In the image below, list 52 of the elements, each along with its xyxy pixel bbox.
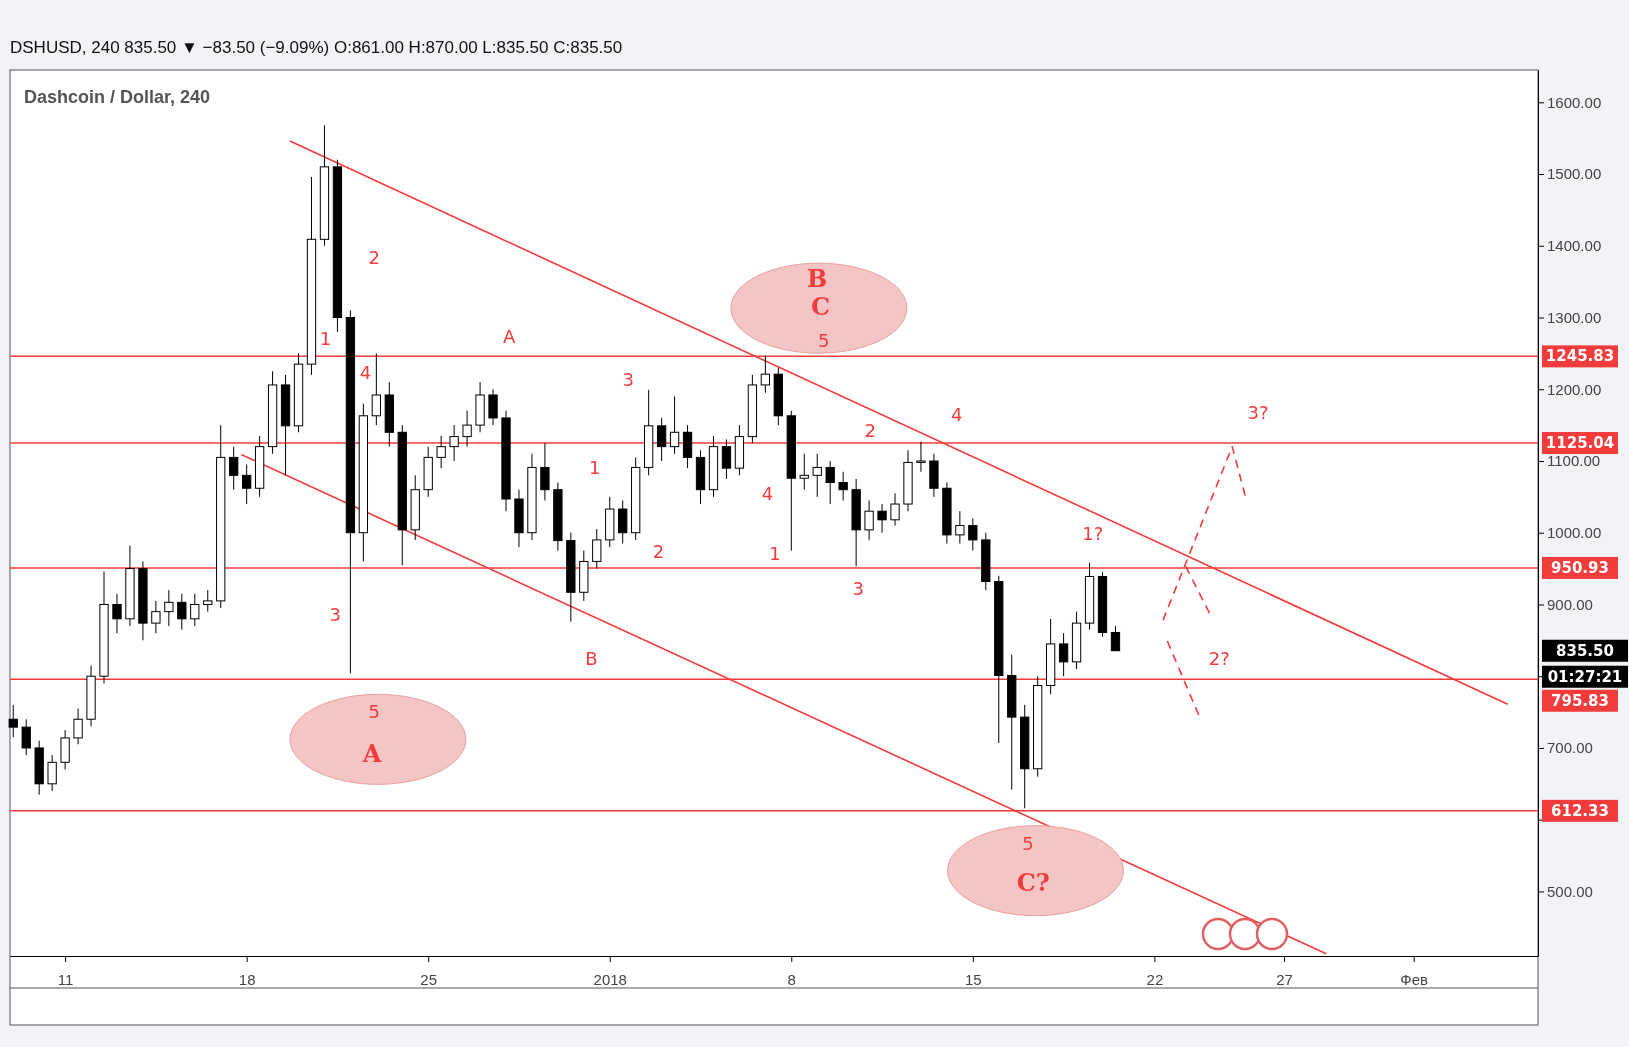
y-tick-label: 1200.00 <box>1547 380 1602 398</box>
annotation: 4 <box>950 403 963 425</box>
y-tick-label: 900.00 <box>1547 595 1593 613</box>
ref-line-label: 1245.83 <box>1545 347 1615 366</box>
ref-line-label: 950.93 <box>1551 558 1609 577</box>
annotation: 1 <box>588 456 601 478</box>
annotation: 4 <box>359 362 372 384</box>
annotation: 2 <box>652 540 665 562</box>
annotation: A <box>503 326 517 348</box>
y-tick-label: 1100.00 <box>1547 452 1601 470</box>
x-tick-label: 8 <box>787 970 796 988</box>
annotation: 3 <box>329 603 341 625</box>
annotation: 2 <box>368 247 380 269</box>
x-tick-label: 15 <box>964 970 982 988</box>
y-tick-label: 700.00 <box>1547 739 1593 757</box>
annotation: 1 <box>319 327 332 349</box>
y-tick-label: 1600.00 <box>1547 93 1602 111</box>
annotation: B <box>807 264 828 294</box>
x-tick-label: 25 <box>420 970 438 988</box>
annotation: 5 <box>368 700 380 722</box>
annotation: 1? <box>1082 522 1104 544</box>
y-tick-label: 1000.00 <box>1547 524 1602 542</box>
text: 01:27:21 <box>1547 667 1623 686</box>
x-tick-label: 2018 <box>593 970 627 988</box>
y-tick-label: 1400.00 <box>1547 237 1602 255</box>
annotation: 2? <box>1208 648 1230 670</box>
x-tick-label: 18 <box>238 970 256 988</box>
y-tick-label: 1300.00 <box>1547 308 1602 326</box>
annotation: 5 <box>817 329 830 351</box>
annotation: 4 <box>761 482 774 504</box>
annotation: 5 <box>1022 832 1034 854</box>
annotation: 1 <box>769 542 781 564</box>
x-tick-label: 22 <box>1146 970 1164 988</box>
annotation: 2 <box>864 419 876 441</box>
text: Dashcoin / Dollar, 240 <box>24 87 211 107</box>
x-tick-label: 11 <box>57 970 74 988</box>
chart-subtitle: DSHUSD, 240 835.50 ▼ −83.50 (−9.09%) O:861.00 H:870.00 L:835.50 C:835.50 <box>10 38 623 57</box>
annotation: C? <box>1016 868 1050 898</box>
ref-line-label: 612.33 <box>1551 801 1609 820</box>
annotation: B <box>585 647 598 669</box>
annotation: 3? <box>1247 401 1269 423</box>
annotation: C <box>810 292 831 322</box>
x-tick-label: Фев <box>1400 970 1429 988</box>
ref-line-label: 1125.04 <box>1545 434 1615 453</box>
annotation: A <box>361 738 382 768</box>
annotation: 3 <box>852 578 865 600</box>
text: 835.50 <box>1556 641 1614 660</box>
annotation: 3 <box>622 368 634 390</box>
x-tick-label: 27 <box>1276 970 1293 988</box>
y-tick-label: 1500.00 <box>1547 165 1602 183</box>
y-tick-label: 500.00 <box>1547 882 1593 900</box>
ref-line-label: 795.83 <box>1551 691 1609 710</box>
